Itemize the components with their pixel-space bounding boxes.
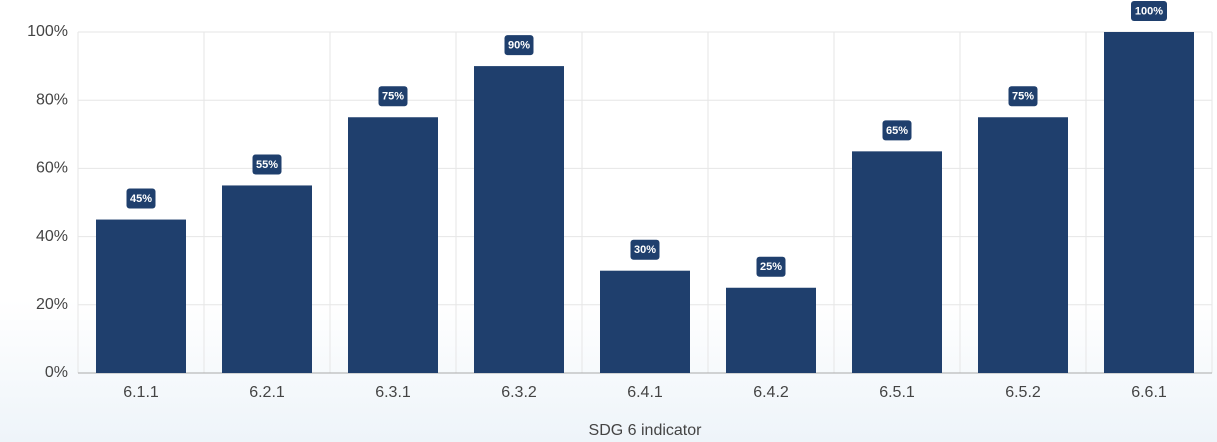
value-label: 55% (256, 159, 278, 171)
bar (222, 185, 312, 373)
y-tick-label: 60% (36, 160, 68, 177)
value-label: 100% (1135, 5, 1163, 17)
value-label-box (504, 35, 534, 56)
bar (348, 117, 438, 373)
value-label: 65% (886, 125, 908, 137)
x-tick-label: 6.6.1 (1131, 384, 1167, 401)
value-label-box (126, 188, 156, 209)
y-tick-label: 0% (45, 364, 68, 381)
x-tick-label: 6.4.2 (753, 384, 789, 401)
bar (96, 219, 186, 373)
value-label: 90% (508, 40, 530, 52)
bar (852, 151, 942, 373)
x-tick-label: 6.2.1 (249, 384, 285, 401)
y-tick-label: 20% (36, 296, 68, 313)
value-label: 45% (130, 193, 152, 205)
x-tick-label: 6.5.2 (1005, 384, 1041, 401)
x-tick-label: 6.4.1 (627, 384, 663, 401)
bar (600, 270, 690, 373)
y-tick-label: 40% (36, 228, 68, 245)
y-tick-label: 80% (36, 91, 68, 108)
value-label: 25% (760, 261, 782, 273)
value-label-box (252, 154, 282, 175)
value-label: 75% (382, 91, 404, 103)
x-axis-label: SDG 6 indicator (589, 422, 703, 439)
value-label-box (882, 120, 912, 141)
x-tick-label: 6.1.1 (123, 384, 159, 401)
bar (1104, 32, 1194, 373)
value-label-box (756, 256, 786, 277)
x-tick-label: 6.3.2 (501, 384, 537, 401)
value-label: 30% (634, 244, 656, 256)
bar (474, 66, 564, 373)
x-tick-label: 6.5.1 (879, 384, 915, 401)
bar (978, 117, 1068, 373)
value-label-box (1008, 86, 1038, 107)
y-tick-label: 100% (27, 23, 68, 40)
value-label-box (1131, 1, 1167, 21)
value-label-box (630, 239, 660, 260)
x-tick-label: 6.3.1 (375, 384, 411, 401)
bar (726, 287, 816, 373)
value-label-box (378, 86, 408, 107)
value-label: 75% (1012, 91, 1034, 103)
